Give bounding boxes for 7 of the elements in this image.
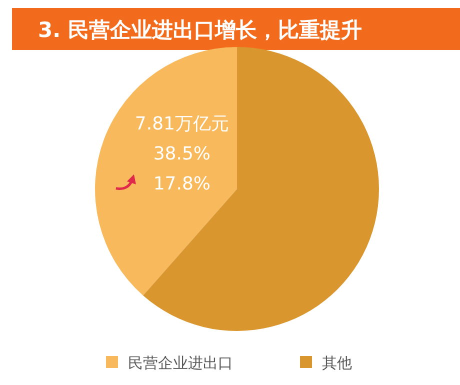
text: 17.8%	[153, 173, 211, 194]
pie-slice	[95, 47, 237, 296]
data-label: 38.5%	[153, 143, 211, 164]
text: 7.81万亿元	[134, 113, 229, 134]
legend-label: 其他	[322, 354, 352, 372]
legend-label: 民营企业进出口	[128, 354, 233, 372]
chart-title: 3. 民营企业进出口增长，比重提升	[38, 18, 362, 42]
